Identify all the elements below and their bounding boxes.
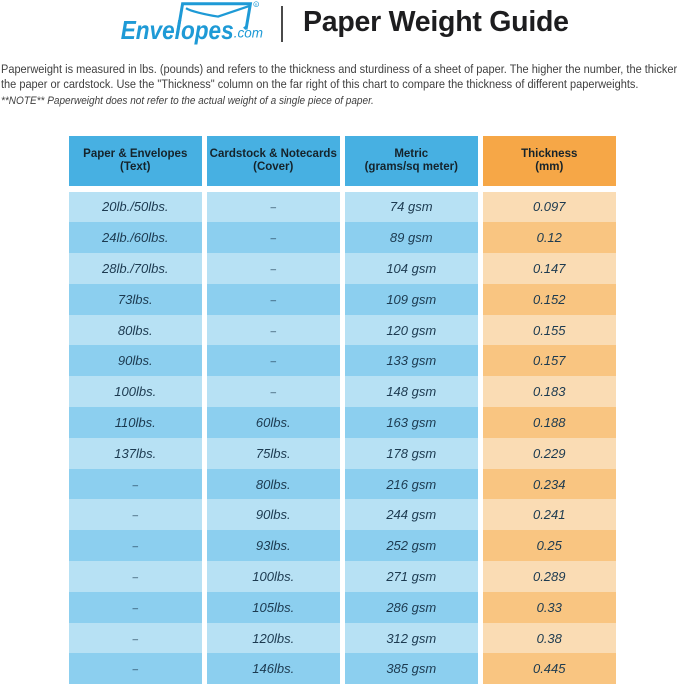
- svg-text:R: R: [255, 3, 258, 7]
- svg-text:.com: .com: [234, 26, 263, 41]
